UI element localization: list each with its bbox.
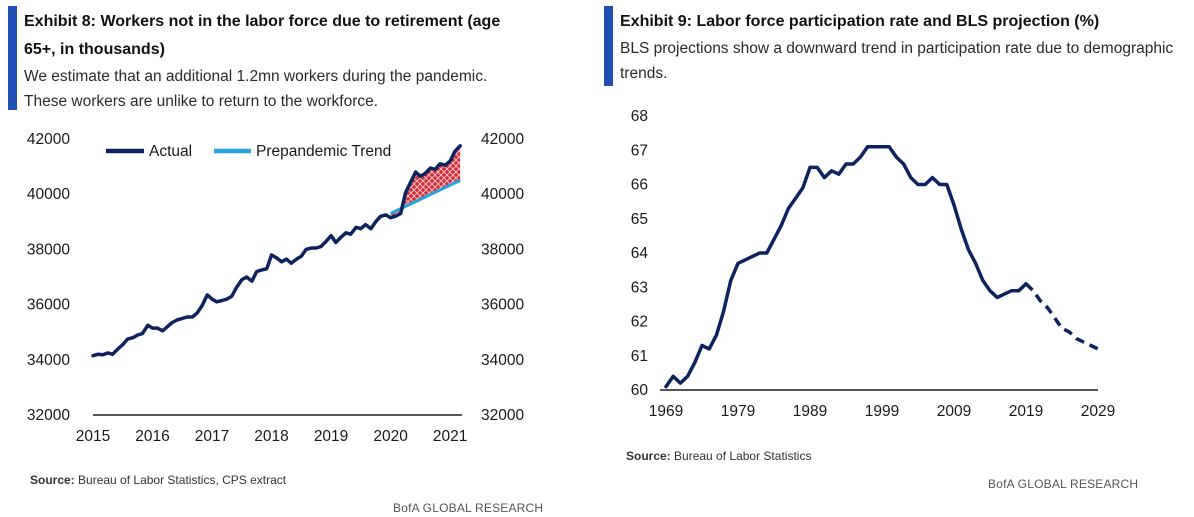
y-tick-label-right: 32000 — [481, 407, 524, 424]
y-tick-label-left: 36000 — [27, 297, 70, 314]
y-tick-label: 68 — [631, 108, 648, 125]
exhibit-8-panel: Exhibit 8: Workers not in the labor forc… — [0, 0, 560, 517]
x-tick-label: 2029 — [1081, 403, 1115, 420]
y-tick-label-right: 38000 — [481, 241, 524, 258]
x-tick-label: 2016 — [135, 428, 169, 445]
source-label: Source: — [30, 473, 75, 487]
exhibit-9-subtitle: BLS projections show a downward trend in… — [620, 40, 1174, 82]
y-tick-label-right: 40000 — [481, 186, 524, 203]
series-line-participation-rate — [664, 145, 1028, 389]
exhibit-9-header: Exhibit 9: Labor force participation rat… — [620, 8, 1180, 86]
accent-bar — [604, 6, 613, 86]
exhibit-9-source: Source: Bureau of Labor Statistics — [626, 449, 811, 463]
series-line-bls-projection — [1024, 282, 1099, 351]
y-tick-label-left: 38000 — [27, 241, 70, 258]
exhibit-8-title: Exhibit 8: Workers not in the labor forc… — [24, 13, 501, 58]
y-tick-label: 63 — [631, 279, 648, 296]
exhibit-8-source: Source: Bureau of Labor Statistics, CPS … — [30, 473, 286, 487]
y-tick-label-right: 34000 — [481, 352, 524, 369]
x-tick-label: 2021 — [433, 428, 467, 445]
exhibit-8-header: Exhibit 8: Workers not in the labor forc… — [24, 8, 524, 114]
x-tick-label: 2017 — [195, 428, 229, 445]
y-tick-label: 67 — [631, 142, 648, 159]
x-tick-label: 2019 — [1009, 403, 1043, 420]
x-tick-label: 2020 — [373, 428, 408, 445]
x-tick-label: 1979 — [721, 403, 755, 420]
gap-shaded-area — [390, 145, 461, 218]
y-tick-label: 60 — [631, 382, 649, 399]
x-tick-label: 2019 — [314, 428, 348, 445]
y-tick-label: 61 — [631, 348, 648, 365]
source-text: Bureau of Labor Statistics — [674, 449, 812, 463]
y-tick-label-right: 36000 — [481, 297, 524, 314]
legend-label-trend: Prepandemic Trend — [256, 143, 391, 160]
x-tick-label: 1989 — [793, 403, 827, 420]
x-tick-label: 1969 — [649, 403, 683, 420]
y-tick-label: 65 — [631, 211, 648, 228]
exhibit-9-panel: Exhibit 9: Labor force participation rat… — [596, 0, 1194, 517]
x-tick-label: 2009 — [937, 403, 971, 420]
y-tick-label: 64 — [631, 245, 649, 262]
x-tick-label: 2015 — [76, 428, 110, 445]
y-tick-label-left: 42000 — [27, 131, 70, 148]
x-tick-label: 1999 — [865, 403, 899, 420]
series-line-actual — [91, 144, 462, 358]
exhibit-8-brand: BofA GLOBAL RESEARCH — [393, 501, 544, 515]
y-tick-label: 62 — [631, 314, 648, 331]
exhibit-8-subtitle: We estimate that an additional 1.2mn wor… — [24, 68, 488, 110]
exhibit-9-title: Exhibit 9: Labor force participation rat… — [620, 13, 1100, 30]
source-label: Source: — [626, 449, 671, 463]
source-text: Bureau of Labor Statistics, CPS extract — [78, 473, 287, 487]
y-tick-label-left: 34000 — [27, 352, 70, 369]
y-tick-label-right: 42000 — [481, 131, 524, 148]
exhibit-8-chart: 32000 32000 34000 34000 36000 36000 38000 38000… — [27, 131, 525, 445]
y-tick-label-left: 32000 — [27, 407, 70, 424]
y-tick-label: 66 — [631, 177, 648, 194]
legend-label-actual: Actual — [149, 143, 192, 160]
accent-bar — [8, 6, 17, 110]
exhibit-9-chart: 60 61 62 63 64 65 66 67 68 1969 1979 1989 1999 2009 20… — [631, 108, 1115, 420]
x-tick-label: 2018 — [254, 428, 288, 445]
exhibit-9-brand: BofA GLOBAL RESEARCH — [988, 477, 1139, 491]
y-tick-label-left: 40000 — [27, 186, 70, 203]
